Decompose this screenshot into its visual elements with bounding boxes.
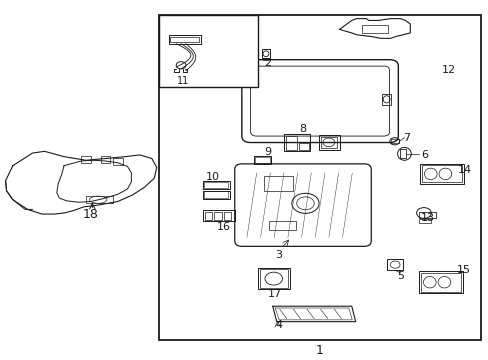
Bar <box>283 134 310 151</box>
Bar <box>203 191 229 199</box>
Bar <box>399 149 405 158</box>
Text: 2: 2 <box>264 58 271 68</box>
Text: 9: 9 <box>264 147 271 157</box>
Bar <box>170 37 198 42</box>
Bar <box>260 269 287 288</box>
Bar <box>255 157 269 163</box>
Text: 11: 11 <box>177 76 189 86</box>
Bar <box>203 192 228 198</box>
Text: 12: 12 <box>441 64 455 75</box>
Bar <box>382 94 390 105</box>
Bar <box>421 165 461 182</box>
Bar <box>386 259 402 270</box>
Bar <box>361 25 387 33</box>
Bar <box>258 268 289 289</box>
Text: 15: 15 <box>456 265 470 275</box>
Bar <box>299 143 308 149</box>
Bar <box>159 15 258 87</box>
Bar <box>203 181 229 189</box>
Bar <box>390 139 398 143</box>
Bar <box>254 156 271 164</box>
Bar <box>168 35 200 44</box>
Bar <box>261 49 270 58</box>
Bar <box>321 137 336 148</box>
Text: 10: 10 <box>205 172 219 182</box>
Bar <box>86 196 113 203</box>
Text: 8: 8 <box>299 124 306 134</box>
Text: 3: 3 <box>275 250 282 260</box>
Bar <box>81 156 91 163</box>
Bar <box>203 182 228 188</box>
Text: 1: 1 <box>316 344 324 357</box>
Bar <box>262 58 268 60</box>
Text: 16: 16 <box>217 222 230 232</box>
Text: 4: 4 <box>275 320 282 330</box>
Text: 5: 5 <box>396 271 403 281</box>
Text: 17: 17 <box>267 289 281 299</box>
Bar <box>264 176 293 191</box>
Bar <box>319 135 339 149</box>
Bar <box>419 164 463 184</box>
Bar <box>101 156 110 163</box>
Bar <box>418 212 435 218</box>
Text: 14: 14 <box>457 165 471 175</box>
Bar <box>285 136 296 149</box>
Text: 13: 13 <box>420 213 433 222</box>
Bar <box>203 211 234 221</box>
Text: 6: 6 <box>421 150 427 160</box>
Bar <box>204 212 212 220</box>
Text: 7: 7 <box>403 133 409 143</box>
Bar <box>113 158 122 165</box>
Bar <box>420 273 460 292</box>
Bar <box>159 15 480 339</box>
Text: 18: 18 <box>83 208 99 221</box>
Bar <box>268 221 295 230</box>
Bar <box>214 212 221 220</box>
Bar <box>418 219 430 223</box>
Bar <box>223 212 230 220</box>
Bar <box>418 271 462 293</box>
